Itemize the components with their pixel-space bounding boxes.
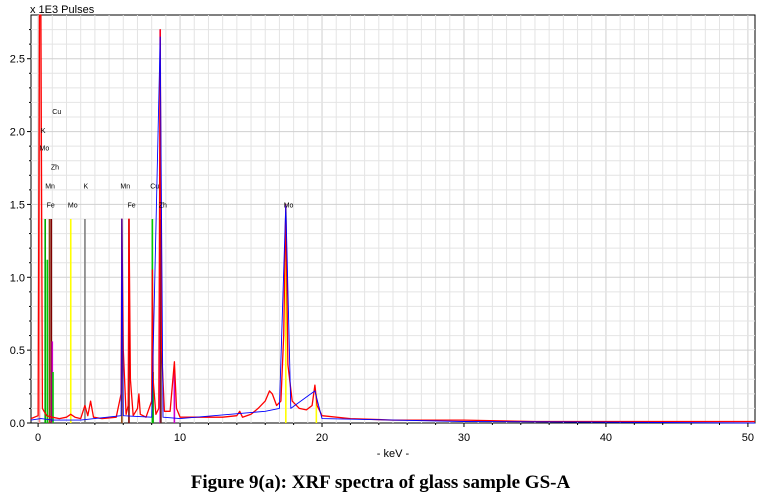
element-label: K [41,128,46,135]
element-label: Cu [150,183,159,190]
x-tick-label: 20 [316,432,328,444]
y-tick-label: 1.0 [10,272,25,284]
chart-canvas: 0 10 20 30 40 50 0.0 0.5 1.0 1.5 2.0 2.5 Cu K Mo Zh Mn K… [10,4,756,460]
element-label: Mo [40,146,50,153]
spectrum-series-line [30,36,756,424]
element-label: Fe [47,202,55,209]
x-tick-label: 0 [35,432,41,444]
x-tick-label: 50 [742,432,754,444]
element-label: K [84,183,89,190]
y-tick-label: 0.0 [10,418,25,430]
x-tick-label: 40 [600,432,612,444]
xrf-spectrum-chart: 0 10 20 30 40 50 0.0 0.5 1.0 1.5 2.0 2.5 Cu K Mo Zh Mn K… [10,4,756,460]
element-label: Zh [159,202,167,209]
element-label: Zh [51,164,59,171]
y-tick-label: 2.5 [10,54,25,66]
figure-caption: Figure 9(a): XRF spectra of glass sample… [190,472,571,493]
y-tick-label: 0.5 [10,345,25,357]
element-label: Mo [284,202,294,209]
x-axis-label: - keV - [377,448,410,460]
element-label-layer: Cu K Mo Zh Mn K Mn Cu Fe Mo Fe Zh Mo [40,109,294,209]
element-label: Mn [45,183,55,190]
series-layer [30,14,756,424]
element-label: Cu [52,109,61,116]
element-label: Mn [120,183,130,190]
axis-layer: 0 10 20 30 40 50 0.0 0.5 1.0 1.5 2.0 2.5 [10,29,754,444]
element-label: Mo [68,202,78,209]
y-axis-label: x 1E3 Pulses [30,4,95,16]
element-label: Fe [128,202,136,209]
x-tick-label: 10 [174,432,186,444]
y-tick-label: 1.5 [10,199,25,211]
x-tick-label: 30 [458,432,470,444]
y-tick-label: 2.0 [10,127,25,139]
